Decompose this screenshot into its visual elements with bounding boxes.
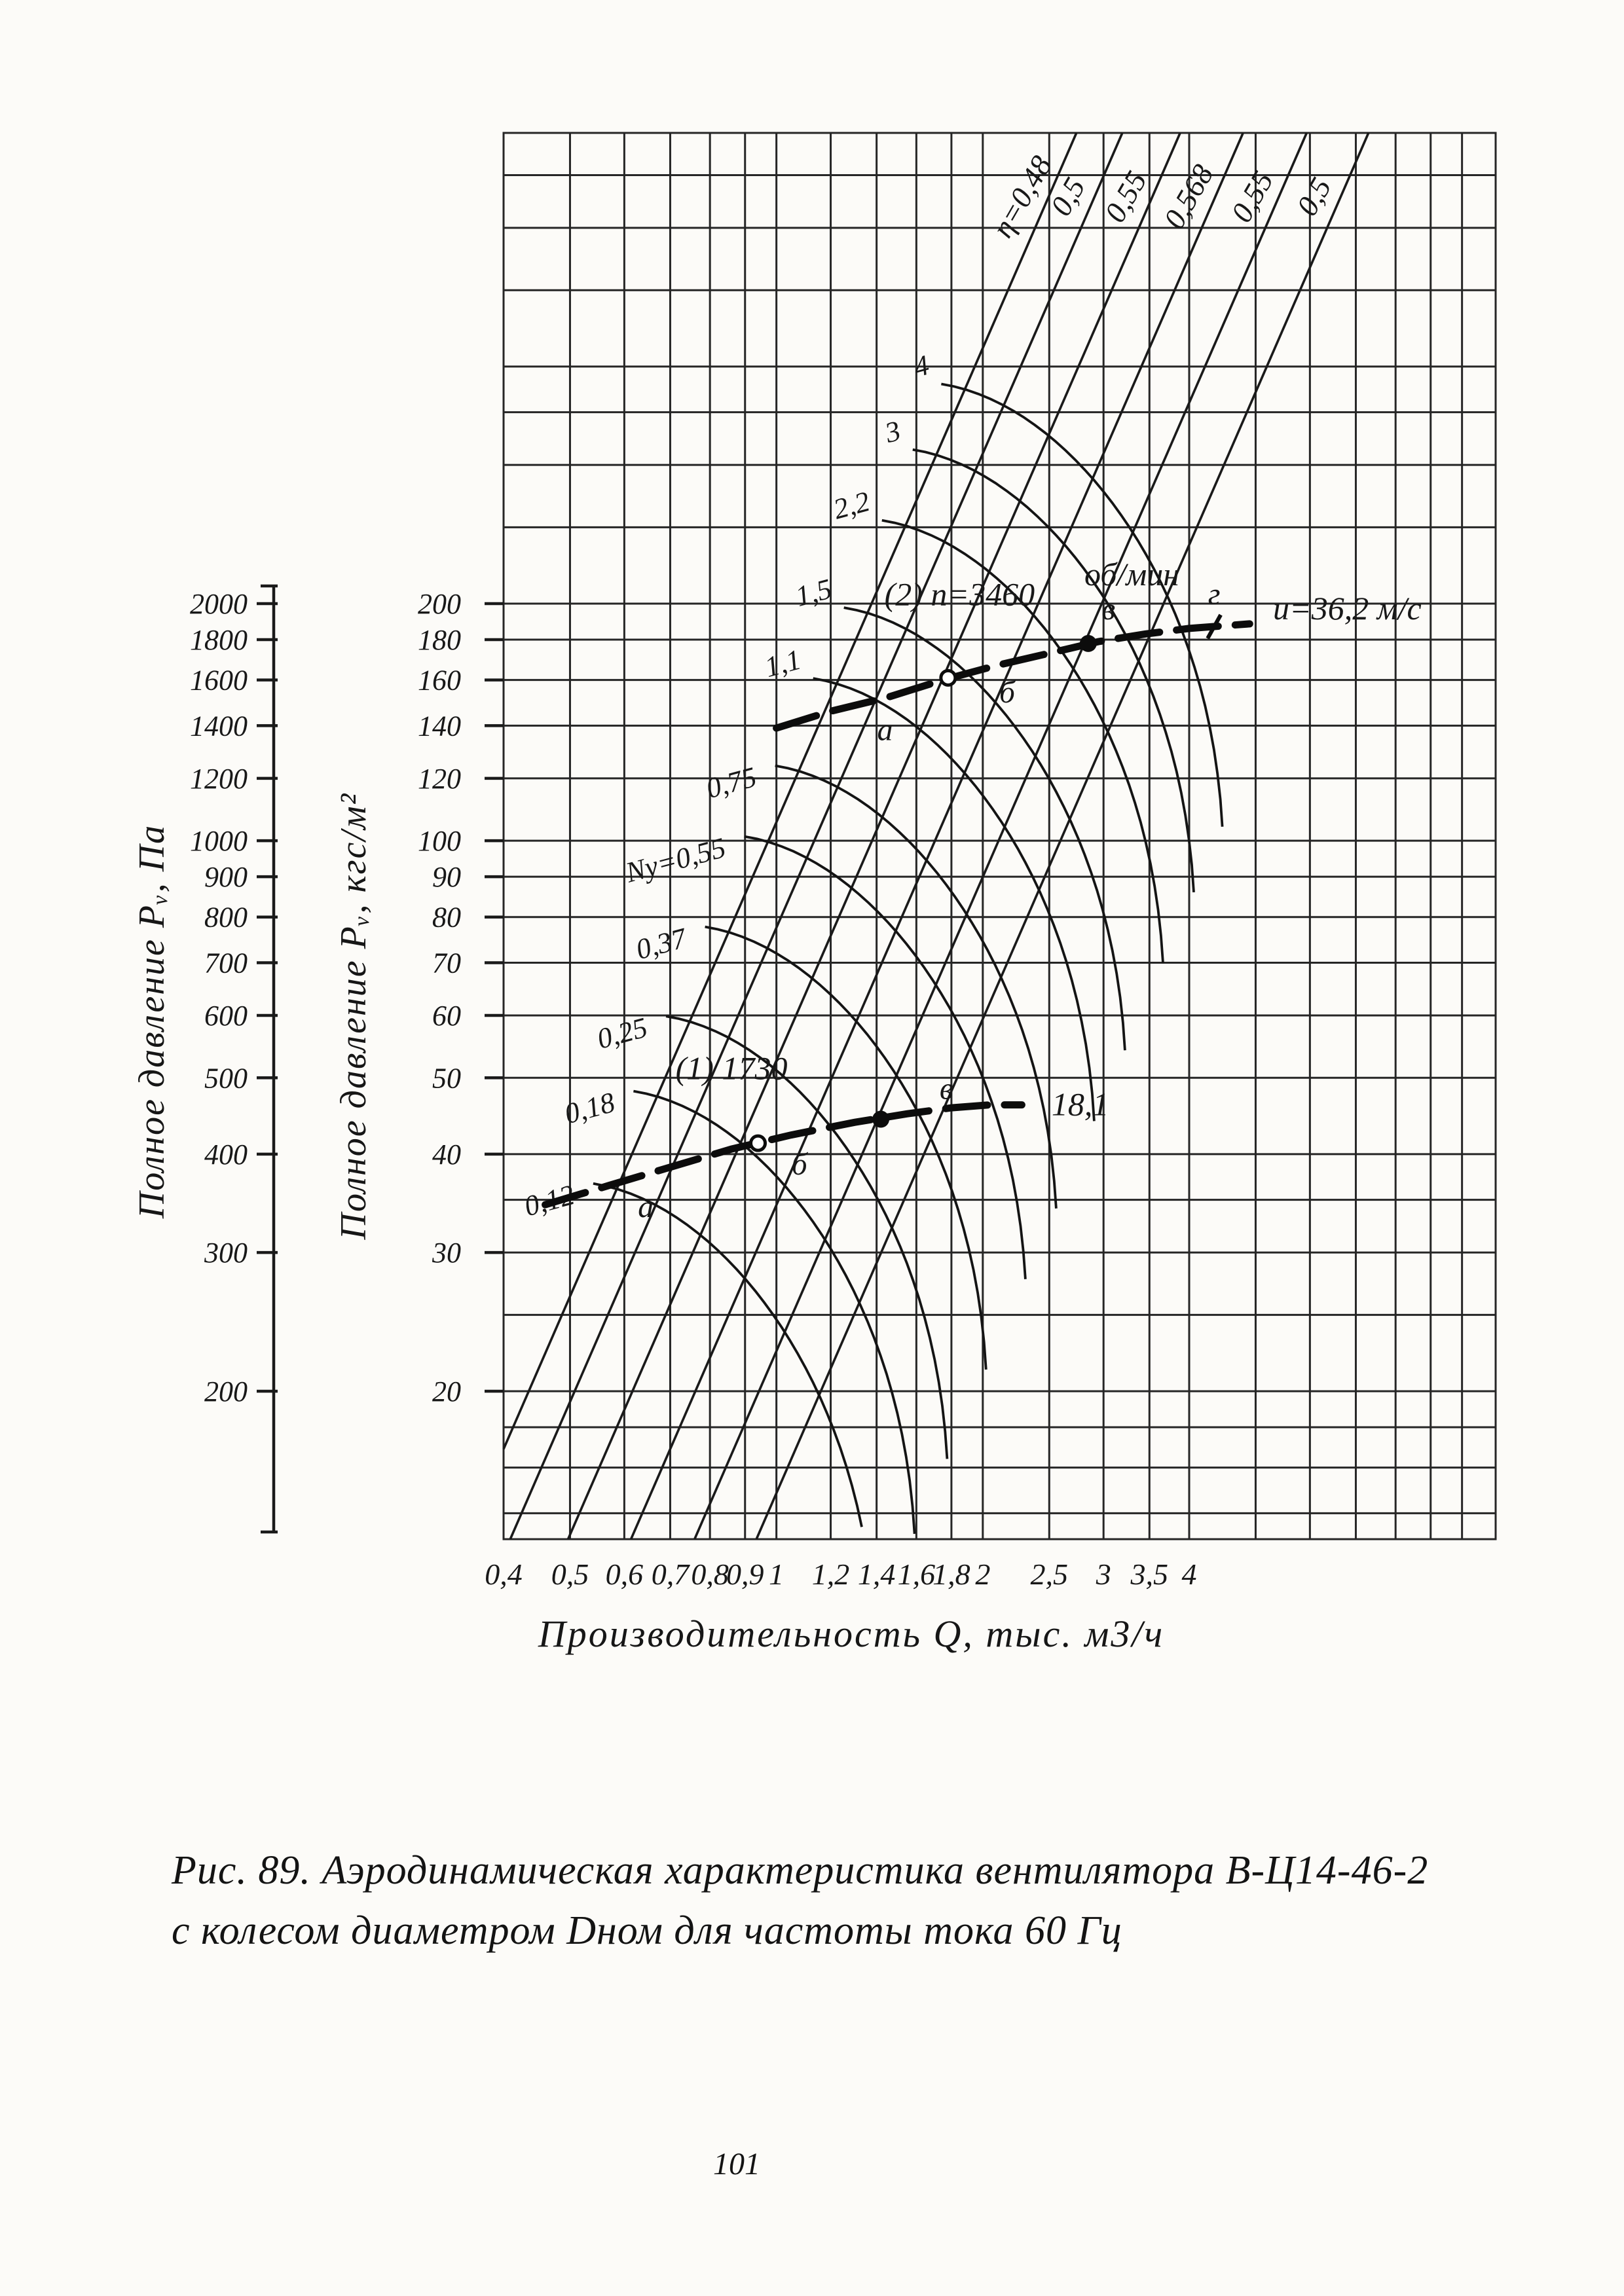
efficiency-label: 0,568 [1157, 159, 1220, 234]
x-tick-label: 0,8 [691, 1558, 729, 1591]
pa-tick-label: 800 [204, 902, 248, 934]
marker-filled [1079, 634, 1097, 652]
page-number: 101 [713, 2147, 760, 2181]
pa-scale: 200 300 400 500 600 700 800 900 1000 1200 1400 1600… [190, 584, 278, 1534]
x-tick-label: 1 [769, 1558, 784, 1591]
curve-1730 [542, 1101, 1025, 1209]
x-tick-label: 2,5 [1031, 1558, 1069, 1591]
marker-label: а [877, 712, 893, 747]
x-tick-label: 0,7 [652, 1558, 691, 1591]
kgf-tick-label: 70 [432, 947, 461, 979]
grid [502, 132, 1497, 1540]
x-tick-label: 1,2 [812, 1558, 850, 1591]
power-label: 0,75 [703, 761, 760, 805]
x-tick-label: 3,5 [1130, 1558, 1169, 1591]
kgf-tick-label: 180 [418, 624, 461, 656]
pa-tick-label: 1600 [190, 665, 248, 697]
kgf-tick-label: 100 [418, 825, 461, 857]
marker-label: в [1101, 592, 1115, 627]
pa-tick-label: 200 [204, 1376, 248, 1408]
curve-annotation: (2) n=3460 [885, 576, 1035, 613]
x-axis-title: Производительность Q, тыс. м3/ч [538, 1613, 1165, 1655]
x-tick-label: 3 [1096, 1558, 1111, 1591]
pa-tick-label: 1200 [190, 763, 248, 795]
kgf-scale: 20 30 40 50 60 70 80 90 100 120 140 160 180 200 [418, 588, 504, 1408]
figure-caption: Рис. 89. Аэродинамическая характеристика… [172, 1841, 1560, 1961]
marker-label: г [1208, 577, 1221, 611]
kgf-tick-label: 50 [432, 1062, 461, 1094]
kgf-tick-label: 200 [418, 588, 461, 620]
kgf-tick-label: 160 [418, 665, 461, 697]
kgf-tick-label: 80 [432, 902, 461, 934]
x-tick-label: 0,6 [606, 1558, 644, 1591]
x-tick-labels: 0,4 0,5 0,6 0,7 0,80,9 1 1,2 1,4 1,61,8 2 2,5 3 3,5 4 [485, 1558, 1196, 1591]
x-tick-label: 0,9 [726, 1558, 764, 1591]
marker-label: б [792, 1147, 809, 1182]
pa-tick-label: 2000 [190, 588, 248, 620]
x-tick-label: 1,6 [898, 1558, 936, 1591]
power-label: 2,2 [830, 485, 874, 526]
power-label: 1,1 [761, 643, 804, 683]
curve-annotation: об/мин [1084, 556, 1179, 592]
curve-annotation: 18,1 [1052, 1086, 1109, 1123]
x-tick-label: 0,5 [551, 1558, 589, 1591]
marker-open [939, 668, 957, 687]
kgf-tick-label: 20 [432, 1376, 461, 1408]
kgf-tick-label: 30 [432, 1237, 461, 1269]
pa-tick-label: 1800 [190, 624, 248, 656]
pa-tick-label: 1400 [190, 710, 248, 742]
curve-annotation: (1) 1730 [676, 1049, 788, 1086]
pa-tick-label: 300 [204, 1237, 248, 1269]
marker-open [749, 1134, 767, 1152]
kgf-tick-label: 120 [418, 763, 461, 795]
efficiency-label: η=0,48 [986, 150, 1058, 243]
kgf-tick-label: 60 [432, 1000, 461, 1032]
power-label: 3 [881, 414, 904, 449]
pa-tick-label: 700 [204, 947, 248, 979]
x-tick-label: 2 [975, 1558, 990, 1591]
pa-tick-label: 600 [204, 1000, 248, 1032]
kgf-tick-label: 140 [418, 710, 461, 742]
y-axis-title-kgf: Полное давление Pᵥ, кгс/м² [333, 792, 374, 1240]
power-label: 1,5 [792, 572, 835, 613]
kgf-tick-label: 40 [432, 1139, 461, 1171]
x-tick-label: 1,4 [858, 1558, 896, 1591]
efficiency-lines: η=0,480,5 0,55 0,568 0,55 0,5 [502, 132, 1370, 1540]
fan-curves: а б в (1) 1730 18,1 а б в г (2) n=3460 об/мин u=36,… [542, 556, 1422, 1224]
power-label: 0,25 [594, 1011, 651, 1055]
x-tick-label: 0,4 [485, 1558, 523, 1591]
kgf-tick-label: 90 [432, 861, 461, 893]
caption-line-2: с колесом диаметром Dном для частоты ток… [172, 1908, 1122, 1953]
curve-3460 [773, 620, 1253, 732]
marker-label: а [638, 1190, 654, 1224]
marker-label: б [999, 675, 1016, 710]
marker-filled [872, 1110, 890, 1128]
efficiency-label: 0,5 [1290, 172, 1338, 221]
caption-line-1: Рис. 89. Аэродинамическая характеристика… [172, 1848, 1429, 1893]
x-tick-label: 4 [1182, 1558, 1197, 1591]
pa-tick-label: 400 [204, 1139, 248, 1171]
curve-annotation: u=36,2 м/с [1273, 590, 1422, 627]
pa-tick-label: 1000 [190, 825, 248, 857]
y-axis-title-pa: Полное давление Pᵥ, Па [132, 824, 172, 1219]
x-tick-label: 1,8 [932, 1558, 970, 1591]
power-label: 0,37 [633, 921, 691, 966]
marker-label: в [940, 1072, 953, 1106]
marker-tick [1206, 613, 1223, 640]
pa-tick-label: 900 [204, 861, 248, 893]
pa-tick-label: 500 [204, 1062, 248, 1094]
